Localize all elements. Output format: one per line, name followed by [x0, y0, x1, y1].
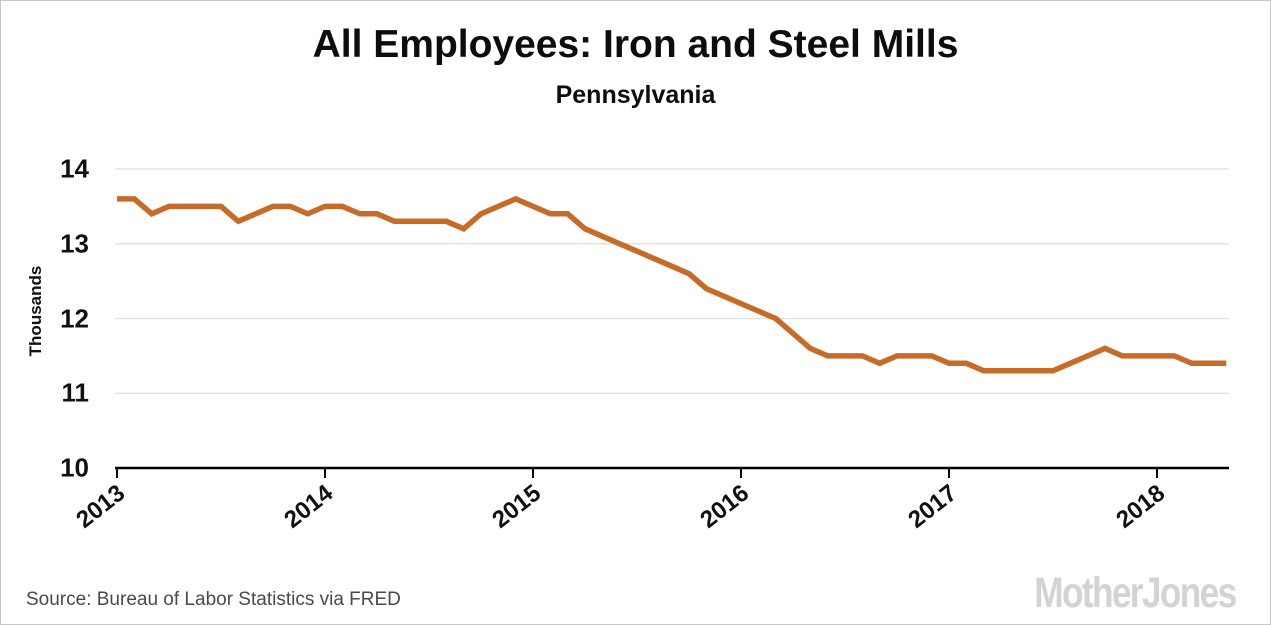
mother-jones-logo: MotherJones: [1034, 569, 1238, 617]
employment-line-series: [117, 195, 1227, 374]
y-tick-label-11: 11: [61, 377, 90, 408]
y-tick-label-14: 14: [60, 153, 89, 184]
y-tick-label-12: 12: [60, 303, 89, 333]
chart-subtitle: Pennsylvania: [555, 81, 716, 109]
y-tick-label-13: 13: [60, 228, 89, 259]
source-credit: Source: Bureau of Labor Statistics via F…: [26, 589, 401, 610]
chart-title: All Employees: Iron and Steel Mills: [312, 23, 959, 66]
y-tick-label-10: 10: [60, 452, 89, 483]
